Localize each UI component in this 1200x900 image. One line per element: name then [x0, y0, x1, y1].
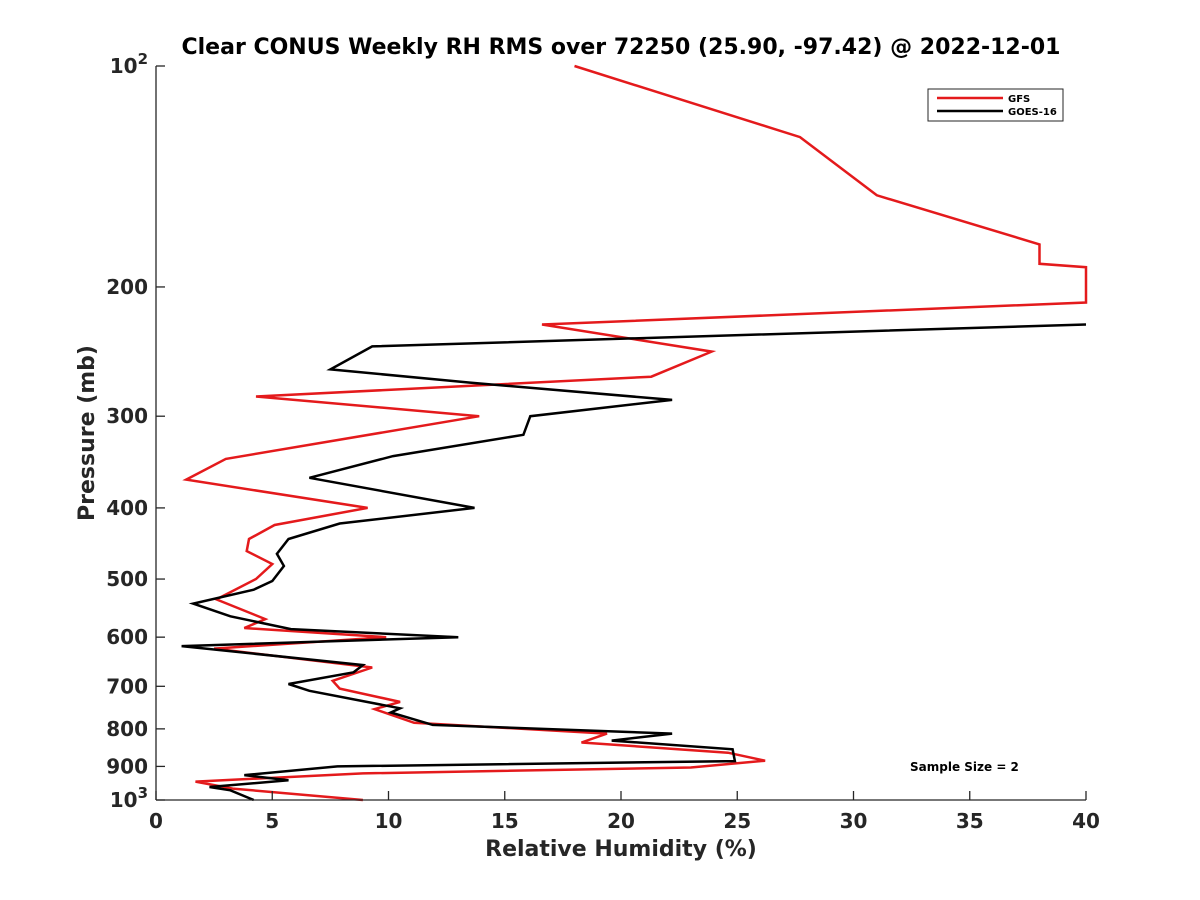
x-ticks: 0 5 10 15 20 25 30 35 40 — [149, 791, 1100, 833]
series-layer — [181, 64, 1088, 802]
x-tick-label: 25 — [723, 809, 751, 833]
y-ticks: 102 200 300 400 500 600 700 800 900 103 — [106, 50, 165, 812]
legend-label-goes16: GOES-16 — [1008, 107, 1057, 118]
series-line-goes16 — [181, 323, 1087, 802]
sample-size-annotation: Sample Size = 2 — [910, 760, 1019, 774]
x-tick-label: 35 — [956, 809, 984, 833]
legend-box — [927, 88, 1064, 122]
y-axis-label: Pressure (mb) — [75, 345, 100, 521]
y-tick-label: 900 — [106, 754, 148, 778]
y-tick-label: 400 — [106, 496, 148, 520]
x-tick-label: 0 — [149, 809, 163, 833]
y-tick-label: 700 — [106, 674, 148, 698]
chart-title: Clear CONUS Weekly RH RMS over 72250 (25… — [182, 35, 1061, 60]
x-tick-label: 10 — [375, 809, 403, 833]
y-tick-label: 102 — [110, 50, 148, 78]
x-tick-label: 40 — [1072, 809, 1100, 833]
y-tick-label: 600 — [106, 625, 148, 649]
y-tick-label: 800 — [106, 717, 148, 741]
y-tick-label: 500 — [106, 567, 148, 591]
x-tick-label: 15 — [491, 809, 519, 833]
y-tick-label: 300 — [106, 404, 148, 428]
y-tick-label: 200 — [106, 275, 148, 299]
legend-label-gfs: GFS — [1008, 94, 1030, 105]
x-tick-label: 5 — [265, 809, 279, 833]
legend: GFS GOES-16 — [927, 88, 1064, 122]
x-tick-label: 30 — [840, 809, 868, 833]
x-tick-label: 20 — [607, 809, 635, 833]
series-line-gfs — [182, 64, 1088, 802]
x-axis-label: Relative Humidity (%) — [485, 837, 757, 862]
y-tick-label: 103 — [110, 784, 148, 812]
